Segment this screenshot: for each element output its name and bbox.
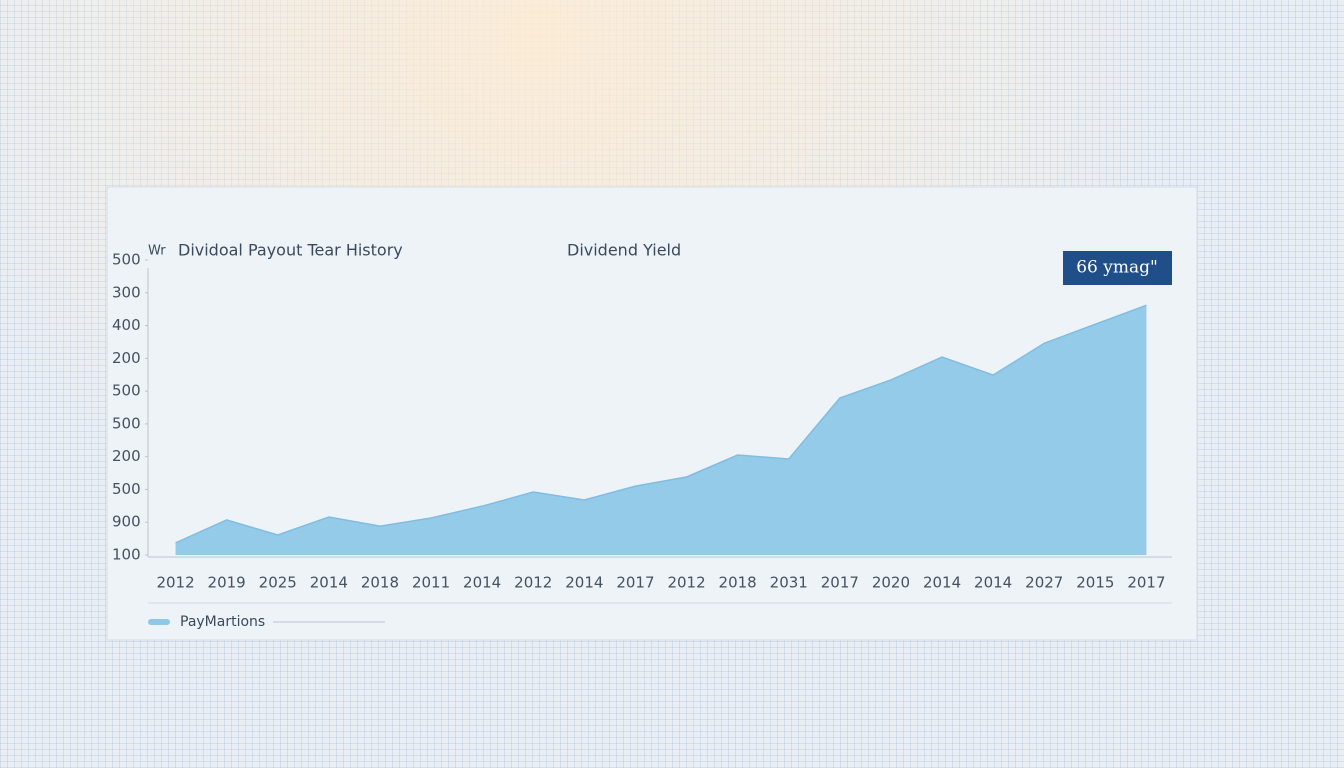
- badge-box: [1063, 251, 1172, 285]
- x-tick-label: 2018: [361, 574, 399, 592]
- y-tick-label: 500: [112, 414, 141, 432]
- x-tick-label: 2014: [463, 574, 501, 592]
- legend-label: PayMartions: [180, 614, 265, 630]
- x-tick-label: 2027: [1025, 574, 1063, 592]
- x-tick-label: 2031: [770, 574, 808, 592]
- y-tick-label: 200: [112, 447, 141, 465]
- y-tick-label: 200: [112, 349, 141, 367]
- badge: 66 ymag": [1076, 258, 1158, 278]
- x-tick-label: 2012: [156, 574, 194, 592]
- x-tick-label: 2017: [1127, 574, 1165, 592]
- x-tick-label: 2014: [974, 574, 1012, 592]
- x-tick-label: 2015: [1076, 574, 1114, 592]
- y-tick-label: 500: [112, 480, 141, 498]
- x-tick-label: 2012: [514, 574, 552, 592]
- chart-title: Dividoal Payout Tear History: [178, 241, 403, 260]
- y-tick-label: 500: [112, 382, 141, 400]
- x-tick-label: 2017: [821, 574, 859, 592]
- legend-swatch: [148, 619, 170, 625]
- chart-subtitle: Dividend Yield: [567, 241, 681, 260]
- y-tick-label: 100: [112, 546, 141, 564]
- x-tick-label: 2018: [719, 574, 757, 592]
- x-tick-label: 2014: [923, 574, 961, 592]
- x-tick-label: 2011: [412, 574, 450, 592]
- y-tick-label: 500: [112, 251, 141, 269]
- x-tick-label: 2025: [259, 574, 297, 592]
- x-tick-label: 2014: [565, 574, 603, 592]
- x-tick-label: 2012: [667, 574, 705, 592]
- x-tick-label: 2014: [310, 574, 348, 592]
- y-tick-label: 900: [112, 513, 141, 531]
- x-tick-label: 2020: [872, 574, 910, 592]
- y-tick-label: 400: [112, 316, 141, 334]
- x-tick-label: 2019: [208, 574, 246, 592]
- y-tick-label: 300: [112, 283, 141, 301]
- x-tick-label: 2017: [616, 574, 654, 592]
- area: [175, 305, 1147, 555]
- corner-label: Wr: [148, 244, 166, 259]
- area-line: [175, 304, 1147, 544]
